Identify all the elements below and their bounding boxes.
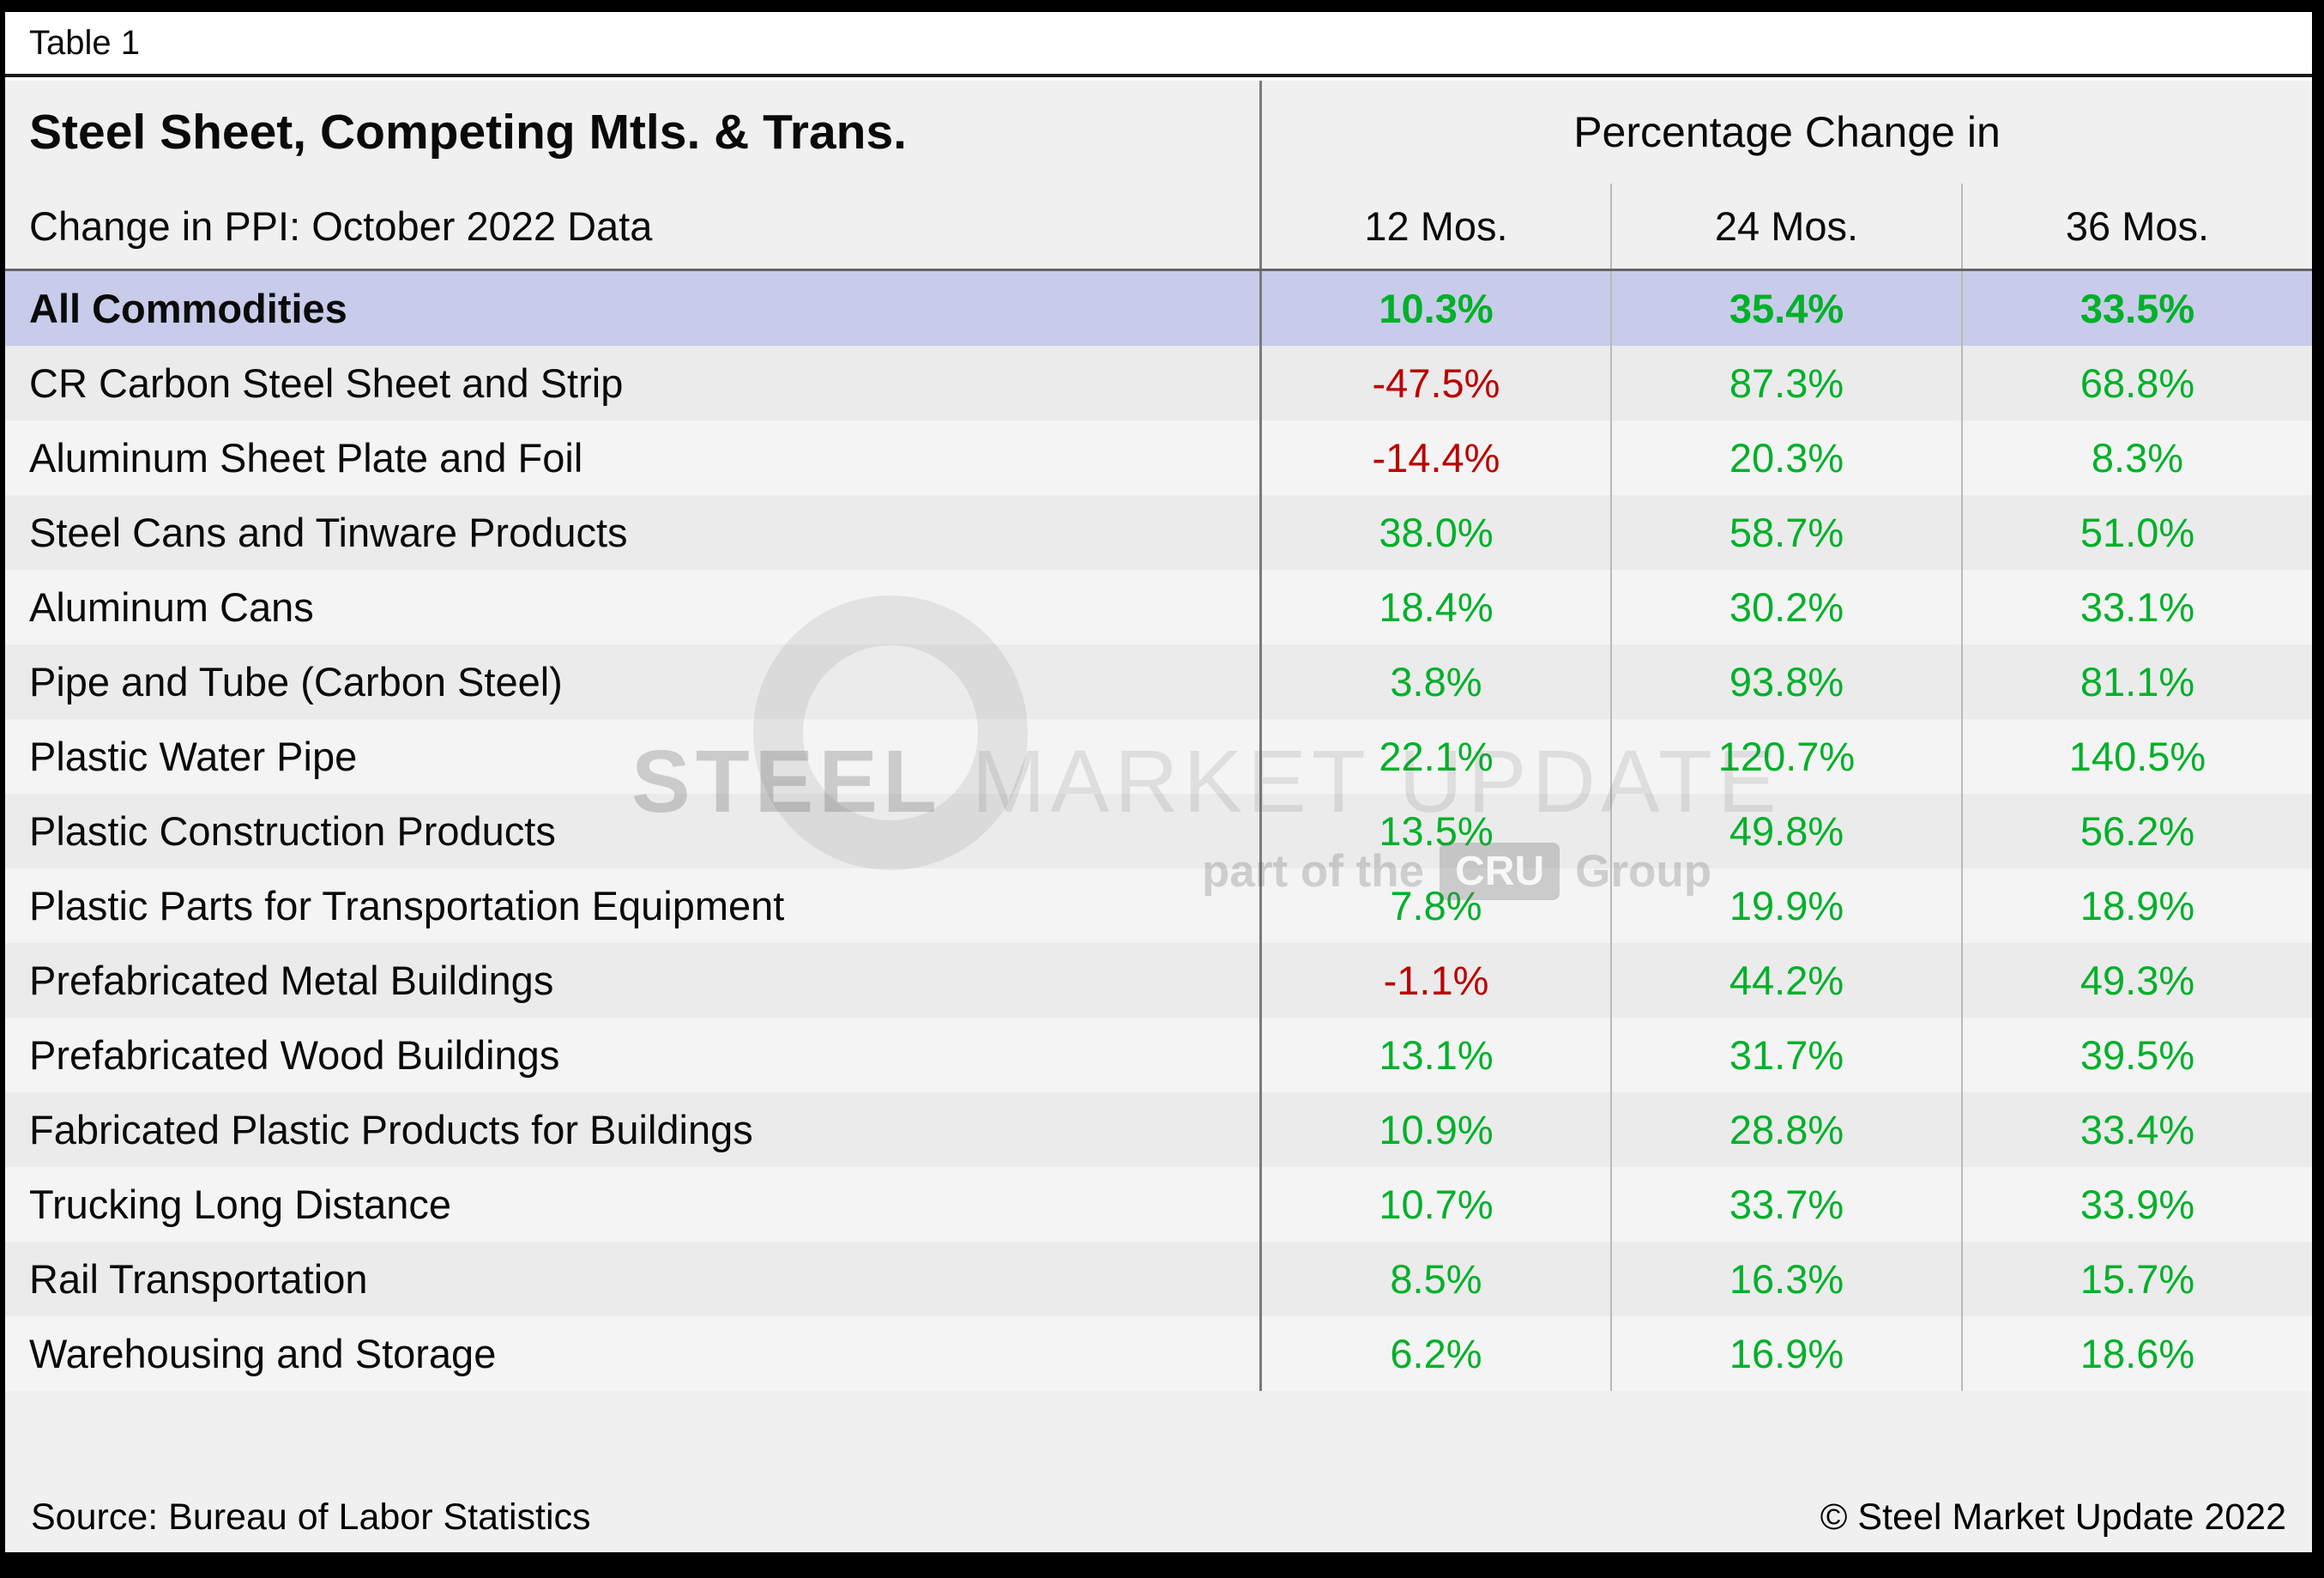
table-row: Aluminum Sheet Plate and Foil -14.4% 20.3%… <box>5 420 2312 495</box>
row-label: All Commodities <box>29 286 347 331</box>
cell-value: 58.7% <box>1610 495 1961 570</box>
table-row: Plastic Construction Products 13.5% 49.8% 5… <box>5 794 2312 868</box>
row-label: Aluminum Sheet Plate and Foil <box>29 435 583 481</box>
row-label: Plastic Construction Products <box>29 808 556 854</box>
cell-value: 140.5% <box>1961 719 2312 794</box>
cell-value: 93.8% <box>1610 644 1961 719</box>
cell-value: 39.5% <box>1961 1018 2312 1092</box>
cell-value: 33.9% <box>1961 1167 2312 1242</box>
cell-value: 33.5% <box>1961 271 2312 346</box>
cell-value: 19.9% <box>1610 868 1961 943</box>
column-header-36mos: 36 Mos. <box>1961 184 2312 269</box>
cell-value: 33.4% <box>1961 1092 2312 1167</box>
cell-value: 18.9% <box>1961 868 2312 943</box>
cell-value: 16.3% <box>1610 1242 1961 1316</box>
cell-value: 18.6% <box>1961 1316 2312 1391</box>
table-row: Trucking Long Distance 10.7% 33.7% 33.9% <box>5 1167 2312 1242</box>
row-label: Steel Cans and Tinware Products <box>29 510 628 555</box>
cell-value: 8.3% <box>1961 420 2312 495</box>
cell-value: 81.1% <box>1961 644 2312 719</box>
cell-value: 10.3% <box>1259 271 1610 346</box>
table-row: Pipe and Tube (Carbon Steel) 3.8% 93.8% 81.… <box>5 644 2312 719</box>
cell-value: 35.4% <box>1610 271 1961 346</box>
table-row: Prefabricated Metal Buildings -1.1% 44.2% 4… <box>5 943 2312 1018</box>
row-label: CR Carbon Steel Sheet and Strip <box>29 360 624 406</box>
cell-value: -1.1% <box>1259 943 1610 1018</box>
cell-value: -47.5% <box>1259 346 1610 420</box>
table-row: All Commodities 10.3% 35.4% 33.5% <box>5 271 2312 346</box>
table-row: Fabricated Plastic Products for Building… <box>5 1092 2312 1167</box>
column-header-24mos: 24 Mos. <box>1610 184 1961 269</box>
cell-value: 28.8% <box>1610 1092 1961 1167</box>
cell-value: 13.1% <box>1259 1018 1610 1092</box>
table-row: Aluminum Cans 18.4% 30.2% 33.1% <box>5 570 2312 644</box>
cell-value: 56.2% <box>1961 794 2312 868</box>
table-header-row-1: Steel Sheet, Competing Mtls. & Trans. Pe… <box>5 81 2312 184</box>
table-header-row-2: Change in PPI: October 2022 Data 12 Mos.… <box>5 184 2312 271</box>
cell-value: 30.2% <box>1610 570 1961 644</box>
cell-value: 3.8% <box>1259 644 1610 719</box>
figure-caption: Table 1 <box>29 23 140 62</box>
cell-value: 10.9% <box>1259 1092 1610 1167</box>
cell-value: 13.5% <box>1259 794 1610 868</box>
cell-value: 51.0% <box>1961 495 2312 570</box>
row-label: Warehousing and Storage <box>29 1331 497 1376</box>
cell-value: 120.7% <box>1610 719 1961 794</box>
cell-value: 15.7% <box>1961 1242 2312 1316</box>
cell-value: 44.2% <box>1610 943 1961 1018</box>
table-row: Rail Transportation 8.5% 16.3% 15.7% <box>5 1242 2312 1316</box>
table-body: All Commodities 10.3% 35.4% 33.5% CR Carbon … <box>5 271 2312 1391</box>
ppi-table: STEEL MARKET UPDATE part of the CRU Grou… <box>5 81 2312 1552</box>
cell-value: 49.8% <box>1610 794 1961 868</box>
figure-caption-bar: Table 1 <box>5 12 2312 77</box>
source-note: Source: Bureau of Labor Statistics <box>31 1496 591 1538</box>
cell-value: 7.8% <box>1259 868 1610 943</box>
row-label: Aluminum Cans <box>29 584 314 630</box>
row-label: Rail Transportation <box>29 1256 368 1302</box>
table-figure: Table 1 STEEL MARKET UPDATE part of the … <box>5 12 2312 1552</box>
table-row: Warehousing and Storage 6.2% 16.9% 18.6% <box>5 1316 2312 1391</box>
row-label: Prefabricated Wood Buildings <box>29 1032 560 1078</box>
row-label: Plastic Parts for Transportation Equipme… <box>29 883 785 928</box>
cell-value: 68.8% <box>1961 346 2312 420</box>
table-row: Plastic Parts for Transportation Equipme… <box>5 868 2312 943</box>
group-column-header: Percentage Change in <box>1259 81 2312 184</box>
cell-value: 20.3% <box>1610 420 1961 495</box>
cell-value: 38.0% <box>1259 495 1610 570</box>
row-label: Plastic Water Pipe <box>29 734 358 779</box>
cell-value: 33.1% <box>1961 570 2312 644</box>
row-label: Prefabricated Metal Buildings <box>29 958 554 1003</box>
table-row: Plastic Water Pipe 22.1% 120.7% 140.5% <box>5 719 2312 794</box>
cell-value: 16.9% <box>1610 1316 1961 1391</box>
cell-value: 8.5% <box>1259 1242 1610 1316</box>
cell-value: 10.7% <box>1259 1167 1610 1242</box>
cell-value: 6.2% <box>1259 1316 1610 1391</box>
cell-value: 87.3% <box>1610 346 1961 420</box>
cell-value: 31.7% <box>1610 1018 1961 1092</box>
row-label: Fabricated Plastic Products for Building… <box>29 1107 753 1152</box>
cell-value: -14.4% <box>1259 420 1610 495</box>
column-header-12mos: 12 Mos. <box>1259 184 1610 269</box>
row-label: Pipe and Tube (Carbon Steel) <box>29 659 563 704</box>
table-row: Prefabricated Wood Buildings 13.1% 31.7% 39… <box>5 1018 2312 1092</box>
cell-value: 18.4% <box>1259 570 1610 644</box>
copyright-note: © Steel Market Update 2022 <box>1820 1496 2286 1538</box>
table-row: CR Carbon Steel Sheet and Strip -47.5% 87.… <box>5 346 2312 420</box>
table-row: Steel Cans and Tinware Products 38.0% 58.7… <box>5 495 2312 570</box>
cell-value: 22.1% <box>1259 719 1610 794</box>
table-subtitle: Change in PPI: October 2022 Data <box>29 203 653 249</box>
cell-value: 49.3% <box>1961 943 2312 1018</box>
cell-value: 33.7% <box>1610 1167 1961 1242</box>
table-title: Steel Sheet, Competing Mtls. & Trans. <box>29 105 908 160</box>
row-label: Trucking Long Distance <box>29 1182 452 1227</box>
